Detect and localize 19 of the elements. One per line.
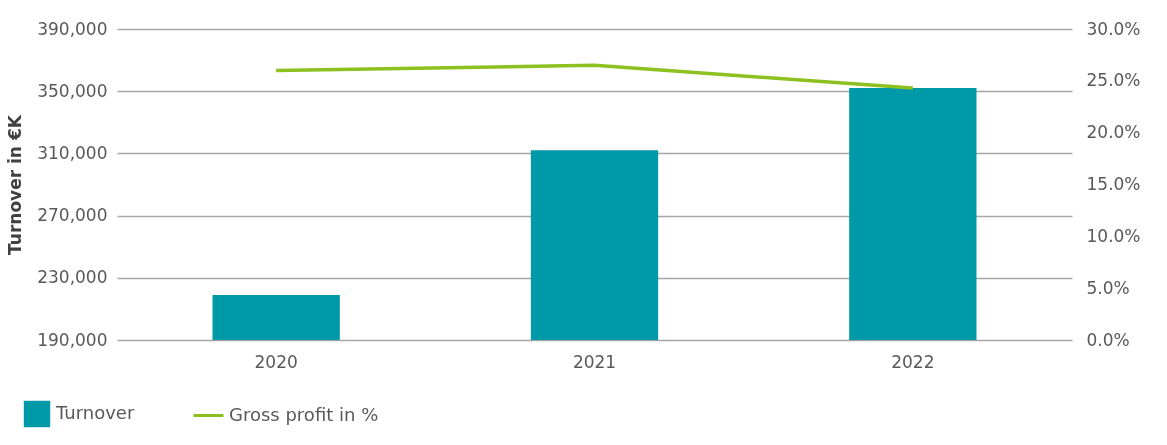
x-tick-label: 2021	[572, 351, 617, 372]
x-tick-label: 2020	[254, 351, 298, 372]
y-tick-label: 310,000	[37, 142, 108, 163]
y2-tick-label: 0.0%	[1086, 329, 1130, 350]
y2-tick-label: 30.0%	[1086, 18, 1141, 39]
y2-tick-label: 10.0%	[1086, 225, 1141, 246]
y-tick-label: 190,000	[37, 329, 108, 350]
y2-tick-label: 25.0%	[1086, 70, 1141, 91]
y2-tick-label: 15.0%	[1086, 174, 1141, 194]
legend-label: Turnover	[55, 402, 135, 423]
y-tick-label: 230,000	[37, 267, 108, 288]
y-axis-title: Turnover in €K	[5, 114, 26, 255]
x-tick-label: 2022	[891, 351, 935, 372]
y-tick-label: 350,000	[37, 80, 108, 101]
y-tick-label: 270,000	[37, 205, 108, 226]
y2-tick-label: 20.0%	[1086, 122, 1141, 143]
y-tick-label: 390,000	[37, 18, 108, 39]
y2-tick-label: 5.0%	[1086, 277, 1130, 298]
legend-label: Gross profit in %	[229, 403, 379, 425]
